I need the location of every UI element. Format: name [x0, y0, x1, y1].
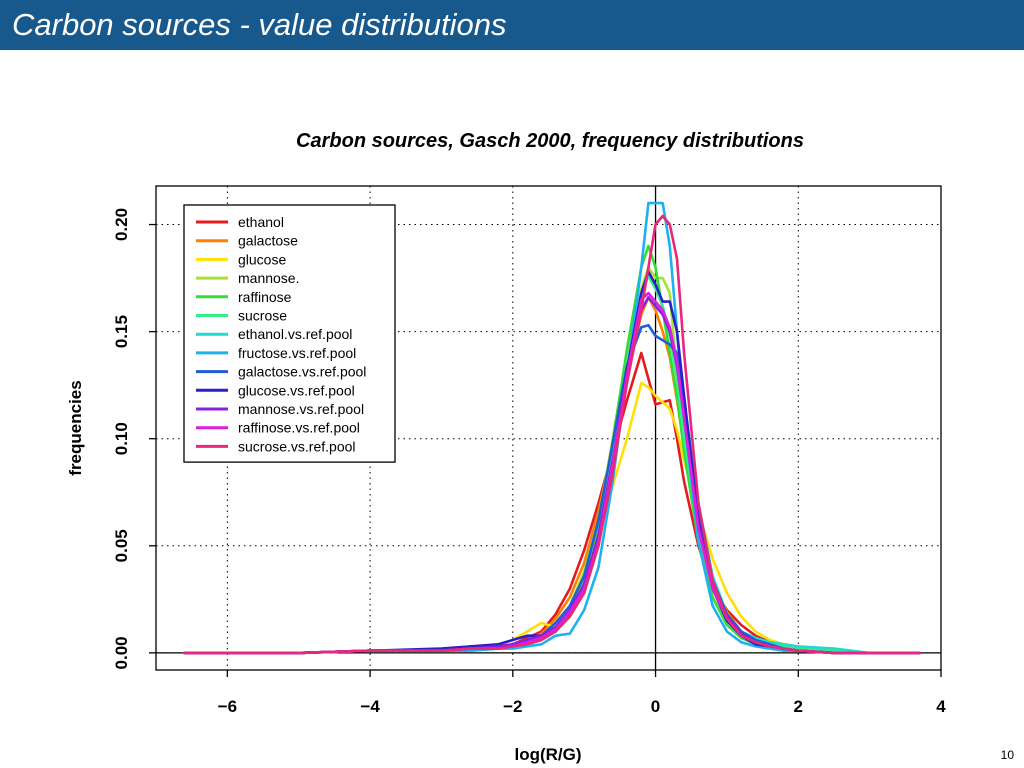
legend-label-12: sucrose.vs.ref.pool [238, 438, 356, 454]
x-axis-label: log(R/G) [514, 745, 581, 764]
chart-title: Carbon sources, Gasch 2000, frequency di… [296, 130, 804, 152]
slide-title: Carbon sources - value distributions [12, 7, 507, 42]
x-tick-label-1: −4 [360, 697, 380, 716]
legend-label-2: glucose [238, 251, 286, 267]
axes: −6 −4 −2 0 2 4 0.00 0.05 0.10 0.15 0.20 [112, 208, 946, 716]
y-tick-label-0: 0.00 [112, 636, 131, 669]
legend-label-10: mannose.vs.ref.pool [238, 401, 364, 417]
plot-frame [155, 185, 942, 671]
x-tick-label-0: −6 [218, 697, 237, 716]
series-lines [183, 201, 921, 655]
legend-label-0: ethanol [238, 214, 284, 230]
legend-label-4: raffinose [238, 289, 292, 305]
legend-label-9: glucose.vs.ref.pool [238, 382, 355, 398]
legend-label-1: galactose [238, 233, 298, 249]
legend-label-6: ethanol.vs.ref.pool [238, 326, 352, 342]
legend-label-8: galactose.vs.ref.pool [238, 364, 366, 380]
y-tick-label-2: 0.10 [112, 422, 131, 455]
y-tick-label-4: 0.20 [112, 208, 131, 241]
y-axis-label: frequencies [66, 380, 85, 475]
y-tick-label-3: 0.15 [112, 315, 131, 348]
legend-label-7: fructose.vs.ref.pool [238, 345, 356, 361]
page-number: 10 [1000, 748, 1014, 762]
legend-label-5: sucrose [238, 308, 287, 324]
y-tick-label-1: 0.05 [112, 529, 131, 562]
slide-header: Carbon sources - value distributions [0, 0, 1024, 50]
x-tick-label-3: 0 [651, 697, 660, 716]
x-tick-label-2: −2 [503, 697, 522, 716]
x-tick-label-4: 2 [794, 697, 803, 716]
series-line-sucrose-vs-ref-pool [183, 214, 921, 655]
x-tick-label-5: 4 [936, 697, 946, 716]
legend-label-11: raffinose.vs.ref.pool [238, 420, 360, 436]
chart-legend: ethanol galactose glucose mannose. raffinose… [183, 204, 396, 463]
legend-label-3: mannose. [238, 270, 299, 286]
